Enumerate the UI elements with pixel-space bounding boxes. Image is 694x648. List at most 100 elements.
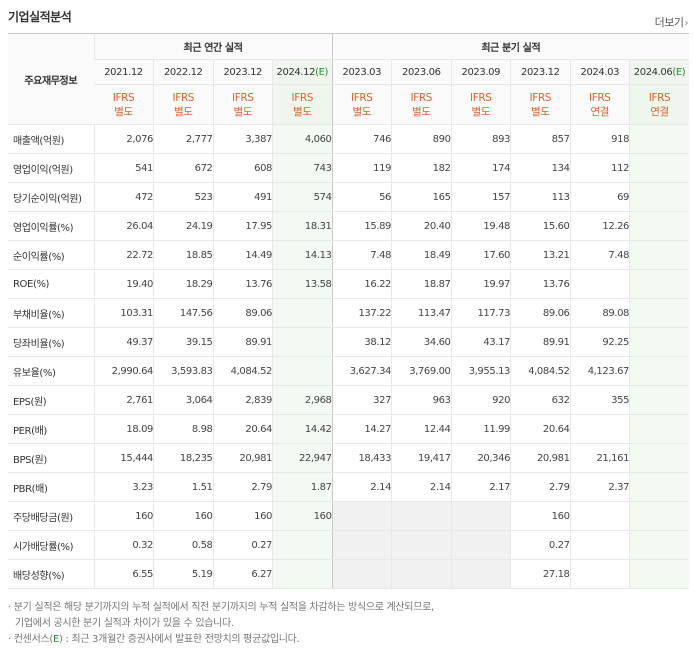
row-label: 당기순이익(억원): [8, 182, 94, 212]
table-row: 부채비율(%) 103.31 147.56 89.06 137.22 113.47 117.…: [8, 298, 690, 328]
value-cell: 18.87: [391, 269, 452, 299]
value-cell: [629, 559, 690, 589]
value-cell: 39.15: [153, 327, 213, 357]
value-cell: 12.44: [391, 414, 452, 444]
financial-table: 주요재무정보 최근 연간 실적 최근 분기 실적 2021.12 2022.12 2…: [8, 33, 690, 589]
value-cell: 0.27: [510, 530, 571, 560]
value-cell: 147.56: [153, 298, 213, 328]
value-cell: 355: [569, 385, 630, 415]
value-cell: [629, 501, 690, 531]
value-cell: 19.48: [450, 211, 511, 241]
row-label: 당좌비율(%): [8, 327, 94, 357]
value-cell: 918: [569, 124, 630, 154]
value-cell: [629, 472, 690, 502]
value-cell: 18.09: [93, 414, 154, 444]
value-cell: 3,387: [212, 124, 273, 154]
value-cell: 21,161: [569, 443, 630, 473]
row-label: 영업이익률(%): [8, 211, 94, 241]
table-row: 주당배당금(원) 160 160 160 160 160: [8, 501, 690, 531]
value-cell: [569, 530, 630, 560]
value-cell: 17.95: [212, 211, 273, 241]
value-cell: 56: [331, 182, 392, 212]
period-header: 2023.09: [450, 59, 511, 85]
value-cell: [629, 240, 690, 270]
value-cell: 4,060: [272, 124, 333, 154]
value-cell: 20,346: [450, 443, 511, 473]
value-cell: 857: [510, 124, 571, 154]
row-label: 배당성향(%): [8, 559, 94, 589]
table-row: 순이익률(%) 22.72 18.85 14.49 14.13 7.48 18.49 17.6…: [8, 240, 690, 270]
value-cell: 157: [450, 182, 511, 212]
value-cell: 160: [153, 501, 213, 531]
value-cell: 632: [510, 385, 571, 415]
period-header: 2024.03: [569, 59, 630, 85]
value-cell: 2.37: [569, 472, 630, 502]
period-header: 2024.06(E): [629, 59, 690, 85]
value-cell: 137.22: [331, 298, 392, 328]
value-cell: 541: [93, 153, 154, 183]
value-cell: 34.60: [391, 327, 452, 357]
value-cell: [272, 298, 333, 328]
value-cell: 13.76: [510, 269, 571, 299]
value-cell: 160: [510, 501, 571, 531]
value-cell: 18.49: [391, 240, 452, 270]
row-label: 주당배당금(원): [8, 501, 94, 531]
value-cell: 24.19: [153, 211, 213, 241]
value-cell: 472: [93, 182, 154, 212]
value-cell: [331, 559, 392, 589]
value-cell: 2,076: [93, 124, 154, 154]
basis-header: IFRS 별도: [272, 84, 333, 125]
value-cell: [629, 443, 690, 473]
table-row: 매출액(억원) 2,076 2,777 3,387 4,060 746 890 893 857 9…: [8, 124, 690, 154]
value-cell: 19.40: [93, 269, 154, 299]
table-row: 당좌비율(%) 49.37 39.15 89.91 38.12 34.60 43.17 89.…: [8, 327, 690, 357]
value-cell: 17.60: [450, 240, 511, 270]
basis-header: IFRS 별도: [391, 84, 452, 125]
table-row: PBR(배) 3.23 1.51 2.79 1.87 2.14 2.14 2.17 2.79 2.…: [8, 472, 690, 502]
value-cell: 11.99: [450, 414, 511, 444]
value-cell: 2,990.64: [93, 356, 154, 386]
value-cell: 19,417: [391, 443, 452, 473]
value-cell: 2,761: [93, 385, 154, 415]
value-cell: 89.06: [212, 298, 273, 328]
value-cell: 0.27: [212, 530, 273, 560]
note-line-1: · 분기 실적은 해당 분기까지의 누적 실적에서 직전 분기까지의 누적 실적…: [8, 602, 434, 613]
table-row: ROE(%) 19.40 18.29 13.76 13.58 16.22 18.87 19.9…: [8, 269, 690, 299]
value-cell: 13.58: [272, 269, 333, 299]
value-cell: 43.17: [450, 327, 511, 357]
value-cell: 3,627.34: [331, 356, 392, 386]
value-cell: 893: [450, 124, 511, 154]
value-cell: 165: [391, 182, 452, 212]
value-cell: 7.48: [569, 240, 630, 270]
value-cell: 0.32: [93, 530, 154, 560]
value-cell: [569, 414, 630, 444]
period-header: 2023.12: [510, 59, 571, 85]
value-cell: 69: [569, 182, 630, 212]
value-cell: [629, 211, 690, 241]
value-cell: 3,593.83: [153, 356, 213, 386]
more-link[interactable]: 더보기›: [654, 14, 689, 30]
row-label: 영업이익(억원): [8, 153, 94, 183]
value-cell: [629, 414, 690, 444]
value-cell: 2,968: [272, 385, 333, 415]
note-line-3: · 컨센서스(E) : 최근 3개월간 증권사에서 발표한 전망치의 평균값입니…: [8, 634, 300, 645]
value-cell: 18,433: [331, 443, 392, 473]
value-cell: 92.25: [569, 327, 630, 357]
value-cell: 27.18: [510, 559, 571, 589]
footnotes: · 분기 실적은 해당 분기까지의 누적 실적에서 직전 분기까지의 누적 실적…: [8, 600, 434, 648]
value-cell: 2.14: [331, 472, 392, 502]
basis-header: IFRS 별도: [450, 84, 511, 125]
table-row: 당기순이익(억원) 472 523 491 574 56 165 157 113 69: [8, 182, 690, 212]
basis-header: IFRS 별도: [212, 84, 273, 125]
value-cell: 13.21: [510, 240, 571, 270]
value-cell: [629, 124, 690, 154]
period-header: 2021.12: [94, 59, 154, 85]
value-cell: 327: [331, 385, 392, 415]
value-cell: 4,084.52: [510, 356, 571, 386]
value-cell: 1.87: [272, 472, 333, 502]
row-label: PBR(배): [8, 472, 94, 502]
value-cell: 49.37: [93, 327, 154, 357]
more-label: 더보기: [654, 16, 684, 29]
value-cell: 963: [391, 385, 452, 415]
value-cell: 15.89: [331, 211, 392, 241]
